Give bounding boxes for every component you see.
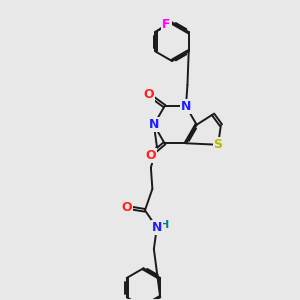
Text: N: N [181, 100, 191, 113]
Text: S: S [214, 138, 223, 151]
Text: O: O [145, 149, 156, 162]
Text: O: O [144, 88, 154, 101]
Text: N: N [152, 221, 162, 234]
Text: H: H [160, 220, 170, 230]
Text: O: O [122, 201, 132, 214]
Text: N: N [149, 118, 159, 131]
Text: F: F [162, 18, 171, 31]
